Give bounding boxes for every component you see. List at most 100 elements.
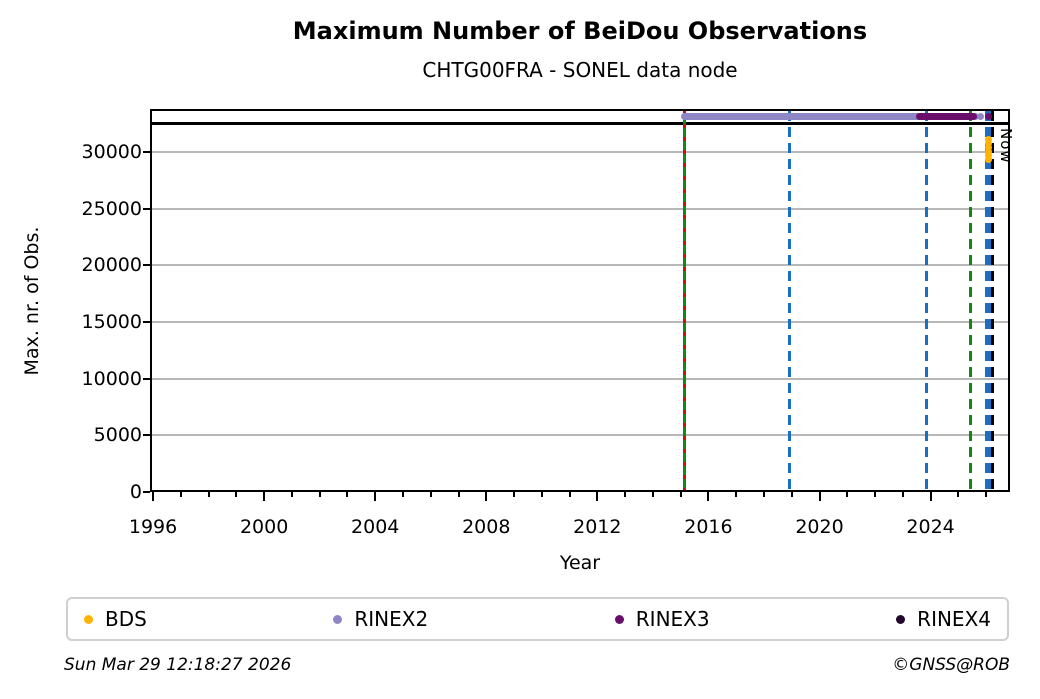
event-marker-line	[969, 111, 973, 490]
x-tick-mark-minor	[762, 492, 765, 497]
x-tick-mark-minor	[651, 492, 654, 497]
x-tick-mark-minor	[429, 492, 432, 497]
x-tick-mark-minor	[624, 492, 627, 497]
x-tick-mark-major	[818, 492, 821, 501]
y-tick-label: 20000	[81, 254, 142, 277]
x-tick-mark-major	[263, 492, 266, 501]
x-tick-label: 2024	[906, 516, 955, 538]
rinex3-data-band	[916, 113, 978, 121]
rinex4-legend-dot-icon	[896, 614, 906, 624]
bds-data-point	[985, 144, 993, 152]
event-marker-line	[988, 111, 992, 490]
now-label: Now	[996, 128, 1015, 164]
y-gridline	[152, 434, 1008, 437]
x-tick-label: 2016	[684, 516, 733, 538]
legend-entry-rinex2: RINEX2	[333, 607, 428, 631]
x-tick-mark-minor	[568, 492, 571, 497]
x-tick-mark-minor	[318, 492, 321, 497]
y-gridline	[152, 264, 1008, 267]
x-tick-mark-minor	[957, 492, 960, 497]
y-tick-mark	[143, 491, 150, 493]
y-tick-mark	[143, 321, 150, 324]
x-tick-mark-minor	[346, 492, 349, 497]
x-tick-label: 2008	[462, 516, 511, 538]
legend-entry-rinex4: RINEX4	[896, 607, 991, 631]
x-tick-label: 1996	[128, 516, 178, 538]
y-gridline	[152, 207, 1008, 210]
legend-label: RINEX4	[917, 607, 991, 631]
y-tick-mark	[143, 207, 150, 210]
x-tick-mark-major	[929, 492, 932, 501]
max-threshold-line	[152, 121, 1008, 125]
y-tick-label: 5000	[93, 424, 142, 447]
rinex3-data-point	[985, 113, 993, 121]
rinex2-data-band	[680, 113, 793, 121]
bds-legend-dot-icon	[84, 614, 93, 624]
x-tick-mark-minor	[457, 492, 460, 497]
legend-label: RINEX2	[354, 607, 429, 631]
bds-data-point	[985, 155, 993, 163]
x-tick-mark-major	[152, 492, 155, 501]
y-tick-mark	[143, 434, 150, 437]
x-tick-mark-minor	[985, 492, 988, 497]
y-tick-label: 10000	[81, 367, 142, 390]
legend-label: BDS	[105, 607, 147, 631]
y-tick-mark	[143, 377, 150, 380]
x-tick-mark-minor	[540, 492, 543, 497]
x-tick-label: 2004	[351, 516, 400, 538]
x-tick-mark-major	[374, 492, 377, 501]
x-tick-mark-minor	[679, 492, 682, 497]
x-tick-mark-minor	[207, 492, 210, 497]
chart-subtitle: CHTG00FRA - SONEL data node	[422, 58, 738, 82]
rinex2-data-band	[788, 113, 945, 121]
x-tick-mark-minor	[735, 492, 738, 497]
y-tick-label: 25000	[81, 197, 142, 220]
event-marker-line	[682, 111, 686, 490]
y-tick-label: 15000	[81, 311, 142, 334]
plot-timestamp: Sun Mar 29 12:18:27 2026	[64, 655, 292, 675]
event-marker-line	[925, 111, 929, 490]
legend-entry-bds: BDS	[84, 607, 147, 631]
y-tick-mark	[143, 264, 150, 267]
now-marker-line	[991, 111, 995, 490]
y-tick-mark	[143, 151, 150, 154]
legend-box: BDS RINEX2 RINEX3 RINEX4	[66, 597, 1009, 641]
event-marker-line	[984, 111, 988, 490]
x-tick-mark-minor	[846, 492, 849, 497]
bds-data-point	[985, 136, 993, 144]
x-tick-mark-minor	[179, 492, 182, 497]
x-tick-label: 2000	[239, 516, 289, 538]
bds-data-point	[985, 140, 993, 148]
y-tick-label: 30000	[81, 141, 142, 164]
y-tick-label: 0	[129, 481, 142, 503]
x-tick-mark-minor	[790, 492, 793, 497]
event-marker-line	[788, 111, 792, 490]
x-tick-mark-major	[707, 492, 710, 501]
bds-data-point	[985, 151, 993, 159]
y-gridline	[152, 151, 1008, 154]
x-tick-label: 2012	[573, 516, 622, 538]
x-tick-mark-minor	[401, 492, 404, 497]
plot-area	[150, 109, 1010, 492]
legend-entry-rinex3: RINEX3	[614, 607, 710, 631]
x-tick-mark-major	[485, 492, 488, 501]
x-tick-mark-minor	[235, 492, 238, 497]
x-tick-mark-minor	[513, 492, 516, 497]
y-gridline	[152, 321, 1008, 324]
rinex2-legend-dot-icon	[333, 614, 343, 624]
bds-data-point	[985, 147, 993, 155]
x-tick-mark-minor	[874, 492, 877, 497]
x-tick-mark-minor	[901, 492, 904, 497]
y-axis-label: Max. nr. of Obs.	[21, 226, 43, 376]
rinex3-legend-dot-icon	[614, 614, 624, 624]
copyright-credit: ©GNSS@ROB	[892, 655, 1010, 675]
x-tick-mark-minor	[290, 492, 293, 497]
x-tick-mark-major	[596, 492, 599, 501]
chart-title: Maximum Number of BeiDou Observations	[292, 17, 868, 45]
y-gridline	[152, 377, 1008, 380]
x-axis-label: Year	[559, 552, 601, 574]
x-tick-label: 2020	[795, 516, 844, 538]
legend-label: RINEX3	[635, 607, 710, 631]
